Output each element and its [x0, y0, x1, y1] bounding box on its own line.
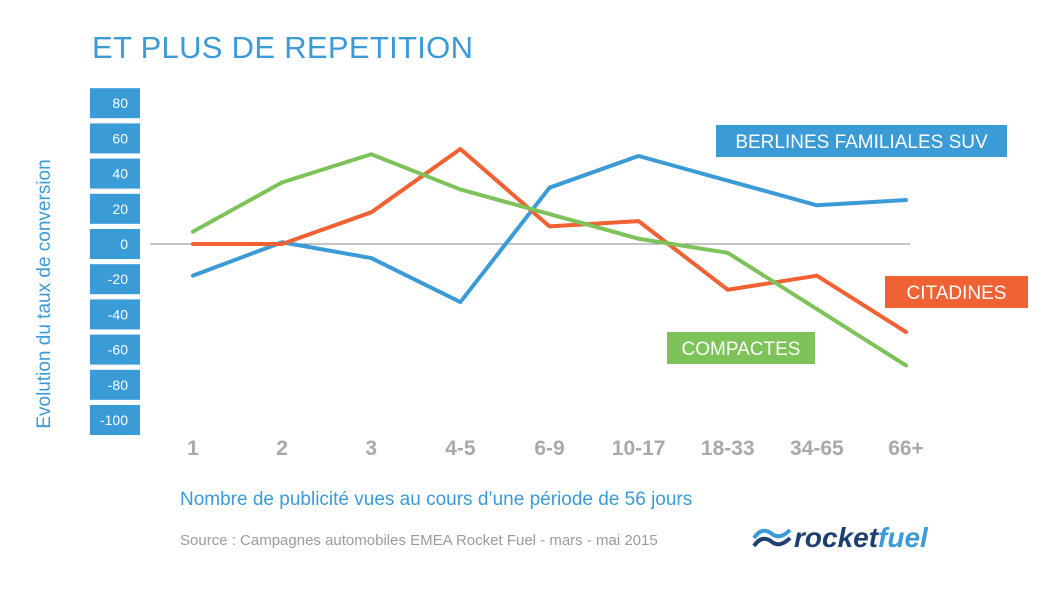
y-tick-box — [90, 334, 140, 365]
data-point — [280, 180, 284, 184]
data-point — [815, 274, 819, 278]
data-point — [191, 242, 195, 246]
data-point — [191, 230, 195, 234]
x-category-label: 2 — [276, 437, 288, 460]
x-category-label: 18-33 — [701, 437, 755, 460]
x-category-label: 1 — [187, 437, 199, 460]
svg-text:rocketfuel: rocketfuel — [794, 522, 929, 553]
x-category-labels: 1 2 3 4-5 6-9 10-17 18-33 34-65 66+ — [187, 437, 924, 460]
y-tick-box — [90, 405, 140, 435]
data-point — [726, 251, 730, 255]
data-point — [548, 186, 551, 190]
y-tick-label: -40 — [108, 306, 128, 322]
rocketfuel-wave-icon — [752, 528, 792, 548]
data-point — [637, 237, 641, 241]
y-tick-box — [90, 158, 140, 189]
series-tag-label: COMPACTES — [682, 339, 801, 360]
logo-rocket-text: rocket — [794, 522, 880, 553]
data-point — [458, 147, 462, 151]
x-category-label: 3 — [365, 437, 377, 460]
series-tag-box — [885, 276, 1028, 308]
y-tick-box — [90, 264, 140, 295]
data-point — [726, 179, 730, 183]
series-lines — [191, 146, 908, 368]
y-tick-label: -20 — [108, 271, 128, 287]
y-tick-label: 80 — [112, 95, 128, 111]
data-point — [904, 363, 908, 367]
x-category-label: 6-9 — [534, 437, 564, 460]
y-tick-box — [90, 229, 140, 259]
data-point — [637, 154, 641, 158]
y-tick-label: 20 — [112, 201, 128, 217]
y-tick-label: -100 — [100, 412, 128, 428]
data-point — [637, 219, 641, 223]
data-point — [904, 330, 908, 334]
chart-title: ET PLUS DE REPETITION — [92, 30, 474, 65]
source-note: Source : Campagnes automobiles EMEA Rock… — [180, 532, 658, 549]
data-point — [904, 198, 908, 202]
y-tick-box — [90, 88, 140, 119]
y-tick-box — [90, 193, 140, 224]
data-point — [369, 152, 373, 156]
series-tag-label: BERLINES FAMILIALES SUV — [735, 132, 988, 153]
y-tick-box — [90, 369, 140, 400]
data-point — [815, 203, 819, 207]
line-chart: 80 60 40 20 0 -20 -40 -60 -80 -100 1 2 3 4-5 6-9 10-17… — [90, 88, 1028, 460]
x-axis-label: Nombre de publicité vues au cours d’une … — [180, 489, 693, 510]
data-point — [548, 224, 551, 228]
data-point — [191, 274, 195, 278]
y-tick-box — [90, 299, 140, 330]
rocketfuel-logo: rocketfuel — [752, 522, 929, 553]
y-tick-label: 60 — [112, 130, 128, 146]
y-tick-label: -60 — [108, 342, 128, 358]
x-category-label: 10-17 — [612, 437, 666, 460]
y-tick-box — [90, 123, 140, 154]
data-point — [458, 300, 462, 304]
x-category-label: 34-65 — [790, 437, 844, 460]
series-tag-label: CITADINES — [907, 283, 1007, 304]
y-tick-label: -80 — [108, 377, 128, 393]
logo-fuel-text: fuel — [878, 522, 929, 553]
series-name-labels: BERLINES FAMILIALES SUV CITADINES COMPACTE… — [667, 125, 1028, 364]
series-tag-box — [667, 332, 815, 364]
y-tick-label: 0 — [120, 236, 128, 252]
y-tick-label: 40 — [112, 166, 128, 182]
x-category-label: 4-5 — [445, 437, 476, 460]
data-point — [280, 242, 284, 246]
series-tag-box — [716, 125, 1007, 157]
data-point — [369, 256, 373, 260]
data-point — [369, 210, 373, 214]
x-category-label: 66+ — [888, 437, 924, 460]
data-point — [815, 307, 819, 311]
y-tick-labels: 80 60 40 20 0 -20 -40 -60 -80 -100 — [90, 88, 140, 435]
data-point — [548, 212, 551, 216]
data-point — [726, 288, 730, 292]
data-point — [458, 187, 462, 191]
